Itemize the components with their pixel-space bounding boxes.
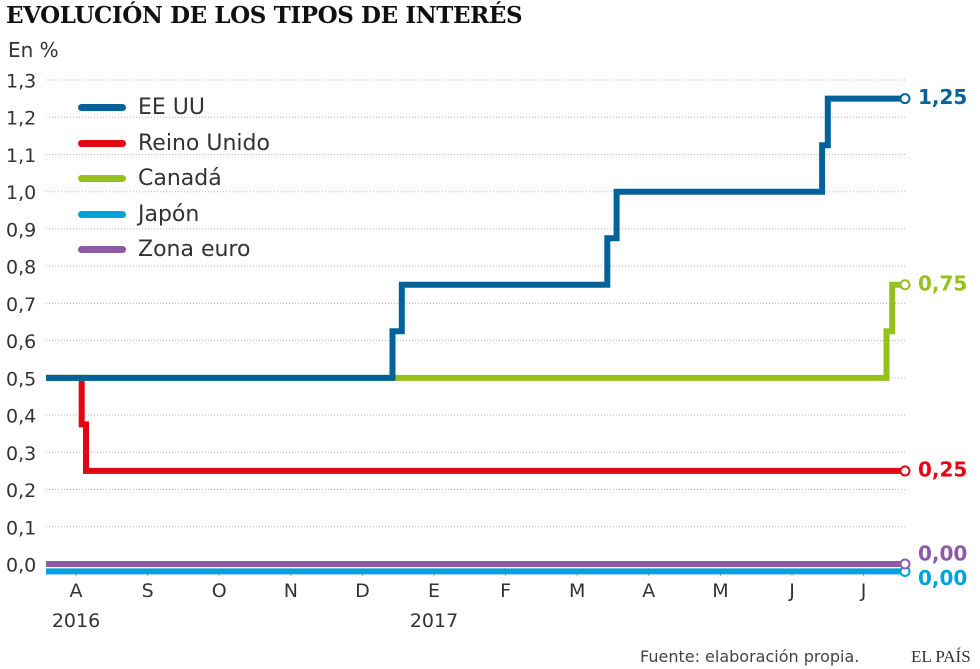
end-marker-canada bbox=[899, 279, 911, 291]
series-line-reino-unido bbox=[46, 374, 903, 474]
end-label-japon: 0,00 bbox=[918, 566, 967, 590]
brand-label: EL PAÍS bbox=[911, 647, 971, 666]
legend-label-reino-unido: Reino Unido bbox=[138, 130, 270, 156]
y-tick-label: 0,3 bbox=[6, 443, 36, 465]
y-tick-label: 1,0 bbox=[6, 182, 36, 204]
y-axis-ticks: 0,0 0,1 0,2 0,3 0,4 0,5 0,6 0,7 0,8 0,9 1,0 1,1 1,2 1… bbox=[6, 71, 36, 577]
legend: EE UU Reino Unido Canadá Japón Zona euro bbox=[70, 90, 270, 268]
y-tick-label: 0,2 bbox=[6, 480, 36, 502]
series-lines bbox=[46, 95, 903, 575]
y-tick-label: 1,3 bbox=[6, 71, 36, 93]
legend-item-japon: Japón bbox=[70, 197, 270, 233]
x-tick-label: E bbox=[428, 580, 440, 602]
legend-label-canada: Canadá bbox=[138, 166, 222, 192]
legend-item-canada: Canadá bbox=[70, 161, 270, 197]
x-tick-label: O bbox=[212, 580, 227, 602]
legend-label-japon: Japón bbox=[138, 201, 200, 227]
x-axis-ticks: A S O N D E F M A M J J 2016 2017 bbox=[52, 571, 867, 632]
x-tick-label: M bbox=[569, 580, 585, 602]
end-label-reino-unido: 0,25 bbox=[918, 457, 967, 481]
y-tick-label: 0,8 bbox=[6, 257, 36, 279]
chart-title: EVOLUCIÓN DE LOS TIPOS DE INTERÉS bbox=[6, 2, 523, 29]
end-label-canada: 0,75 bbox=[918, 271, 967, 295]
end-marker-zona-euro bbox=[899, 558, 911, 570]
y-tick-label: 0,0 bbox=[6, 555, 36, 577]
legend-swatch-zona-euro bbox=[78, 246, 126, 254]
x-tick-label: M bbox=[712, 580, 728, 602]
x-year-label: 2017 bbox=[410, 610, 458, 632]
series-line-ee-uu bbox=[46, 95, 903, 381]
x-tick-label: J bbox=[788, 580, 795, 602]
y-tick-label: 0,6 bbox=[6, 331, 36, 353]
y-tick-label: 0,9 bbox=[6, 219, 36, 241]
x-tick-label: D bbox=[355, 580, 370, 602]
y-tick-label: 0,1 bbox=[6, 517, 36, 539]
x-tick-label: A bbox=[70, 580, 83, 602]
legend-item-zona-euro: Zona euro bbox=[70, 232, 270, 268]
legend-item-reino-unido: Reino Unido bbox=[70, 126, 270, 162]
legend-swatch-japon bbox=[78, 210, 126, 218]
series-line-canada bbox=[46, 281, 903, 381]
y-axis-unit-label: En % bbox=[8, 38, 59, 62]
end-label-ee-uu: 1,25 bbox=[918, 85, 967, 109]
legend-swatch-ee-uu bbox=[78, 104, 126, 112]
y-tick-label: 0,5 bbox=[6, 368, 36, 390]
end-marker-reino-unido bbox=[899, 465, 911, 477]
end-label-zona-euro: 0,00 bbox=[918, 542, 967, 566]
x-tick-label: J bbox=[860, 580, 867, 602]
x-tick-label: F bbox=[500, 580, 511, 602]
y-tick-label: 1,1 bbox=[6, 145, 36, 167]
source-note: Fuente: elaboración propia. bbox=[640, 647, 860, 666]
y-tick-label: 0,7 bbox=[6, 294, 36, 316]
legend-swatch-reino-unido bbox=[78, 139, 126, 147]
legend-item-ee-uu: EE UU bbox=[70, 90, 270, 126]
y-tick-label: 1,2 bbox=[6, 108, 36, 130]
end-marker-ee-uu bbox=[899, 93, 911, 105]
x-year-label: 2016 bbox=[52, 610, 100, 632]
legend-swatch-canada bbox=[78, 175, 126, 183]
x-tick-label: S bbox=[142, 580, 154, 602]
y-tick-label: 0,4 bbox=[6, 406, 36, 428]
legend-label-ee-uu: EE UU bbox=[138, 95, 205, 121]
end-labels: 0,000,00 0,25 0,75 1,25 bbox=[899, 85, 967, 590]
legend-label-zona-euro: Zona euro bbox=[138, 237, 251, 263]
x-tick-label: N bbox=[284, 580, 298, 602]
x-tick-label: A bbox=[642, 580, 655, 602]
